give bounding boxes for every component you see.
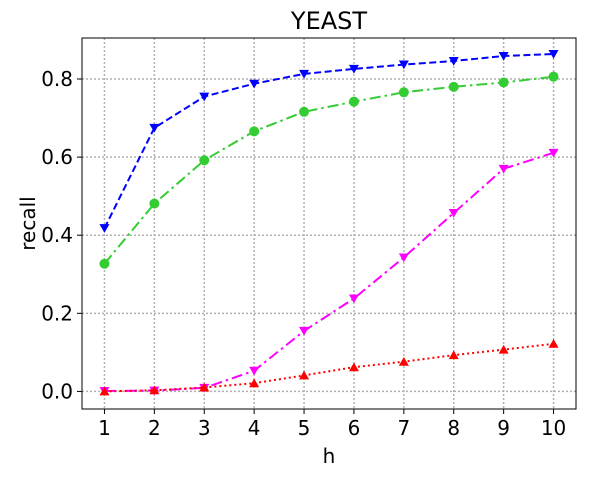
x-tick-label: 7 [397,416,410,440]
y-tick-label: 0.6 [41,145,73,169]
x-tick-label: 2 [148,416,161,440]
x-tick-label: 6 [348,416,361,440]
x-tick-label: 9 [497,416,510,440]
data-point [99,259,109,269]
data-point [299,107,309,117]
data-point [199,155,209,165]
y-tick-label: 0.0 [41,379,73,403]
data-point [449,82,459,92]
x-tick-label: 10 [541,416,566,440]
data-point [399,87,409,97]
data-point [149,199,159,209]
data-point [349,97,359,107]
x-tick-label: 5 [298,416,311,440]
x-tick-label: 3 [198,416,211,440]
y-tick-label: 0.4 [41,223,73,247]
y-tick-label: 0.8 [41,67,73,91]
x-tick-label: 4 [248,416,261,440]
chart-title: YEAST [290,7,367,35]
data-point [499,78,509,88]
y-axis-title: recall [16,196,40,250]
y-tick-label: 0.2 [41,301,73,325]
data-point [549,72,559,82]
x-tick-label: 8 [447,416,460,440]
data-point [249,126,259,136]
x-axis-title: h [323,444,336,468]
x-tick-label: 1 [98,416,111,440]
